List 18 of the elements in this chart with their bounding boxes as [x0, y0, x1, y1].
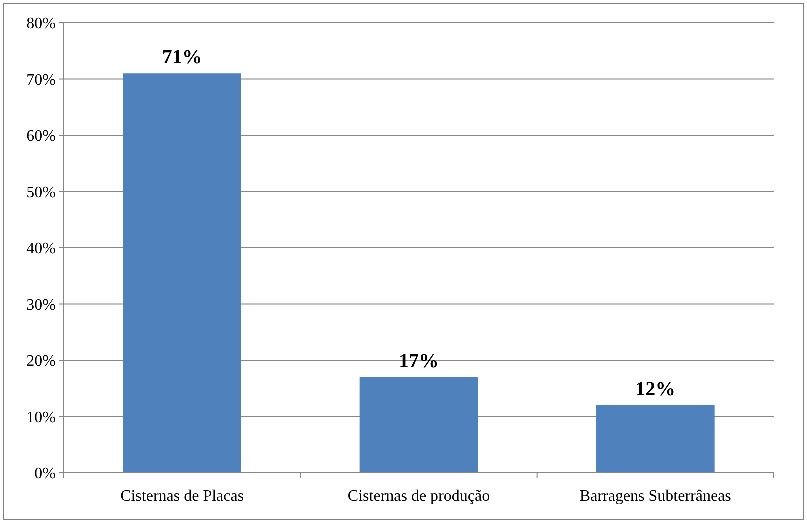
y-tick-label: 70%	[26, 72, 56, 89]
x-tick-label: Cisternas de produção	[348, 488, 490, 505]
y-tick-label: 20%	[26, 353, 56, 370]
data-label: 12%	[636, 378, 676, 400]
y-tick-label: 40%	[26, 240, 56, 258]
x-tick-label: Cisternas de Placas	[120, 488, 244, 505]
y-tick-label: 60%	[26, 128, 56, 146]
y-tick-label: 30%	[26, 296, 56, 314]
y-tick-label: 80%	[26, 16, 56, 33]
y-tick-label: 0%	[34, 466, 56, 483]
bar	[360, 377, 478, 473]
y-tick-label: 10%	[26, 409, 56, 426]
x-tick-label: Barragens Subterrâneas	[580, 488, 732, 505]
bar	[123, 74, 242, 473]
data-label: 17%	[399, 350, 439, 372]
bar	[596, 406, 715, 473]
data-label: 71%	[162, 46, 202, 69]
y-tick-label: 50%	[26, 184, 56, 202]
